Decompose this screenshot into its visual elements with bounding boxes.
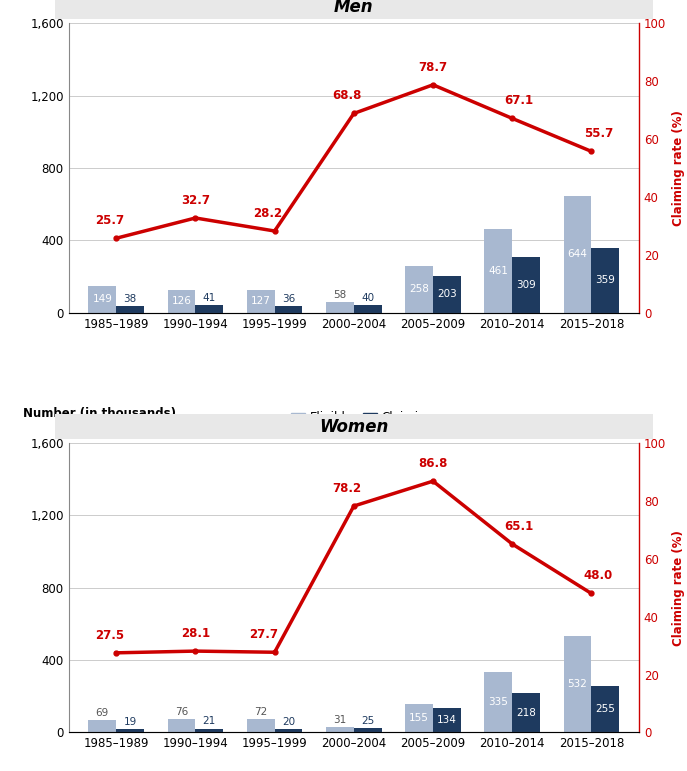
Bar xyxy=(326,302,354,313)
Bar xyxy=(405,266,433,313)
Text: 41: 41 xyxy=(203,293,216,303)
Bar xyxy=(247,719,275,732)
Text: 134: 134 xyxy=(437,715,457,726)
Bar xyxy=(513,693,540,732)
Bar xyxy=(354,305,381,313)
Y-axis label: Claiming rate (%): Claiming rate (%) xyxy=(672,530,684,645)
Bar xyxy=(247,290,275,313)
Bar xyxy=(513,257,540,313)
Text: 28.1: 28.1 xyxy=(181,627,210,640)
Text: 38: 38 xyxy=(124,294,137,304)
Bar xyxy=(484,229,513,313)
Text: 32.7: 32.7 xyxy=(181,194,210,207)
Text: 78.2: 78.2 xyxy=(333,482,361,495)
Bar xyxy=(592,686,619,732)
Text: 40: 40 xyxy=(361,293,374,303)
Bar xyxy=(116,306,144,313)
Text: Number (in thousands): Number (in thousands) xyxy=(23,407,176,419)
Text: 68.8: 68.8 xyxy=(333,89,361,103)
Text: 27.7: 27.7 xyxy=(249,628,278,641)
Bar xyxy=(168,719,195,732)
Bar xyxy=(405,705,433,732)
Text: 335: 335 xyxy=(488,697,508,707)
Text: 20: 20 xyxy=(282,717,295,726)
Text: 69: 69 xyxy=(95,708,109,718)
Text: 218: 218 xyxy=(516,708,536,718)
Text: 28.2: 28.2 xyxy=(253,207,282,220)
Text: 359: 359 xyxy=(596,275,615,285)
Bar xyxy=(354,728,381,732)
Text: 127: 127 xyxy=(251,296,271,306)
Text: 55.7: 55.7 xyxy=(584,127,613,140)
Bar xyxy=(89,286,116,313)
Bar xyxy=(484,672,513,732)
Text: 155: 155 xyxy=(409,713,429,723)
Text: 65.1: 65.1 xyxy=(504,520,534,533)
Text: 86.8: 86.8 xyxy=(418,457,448,470)
Legend: Eligible, Claiming: Eligible, Claiming xyxy=(291,0,433,5)
Text: 67.1: 67.1 xyxy=(504,94,534,107)
Text: 72: 72 xyxy=(254,707,267,717)
Text: 203: 203 xyxy=(437,289,457,299)
Legend: Eligible, Claiming: Eligible, Claiming xyxy=(291,411,433,424)
Text: 19: 19 xyxy=(124,717,137,727)
Text: Women: Women xyxy=(319,418,388,436)
Text: 21: 21 xyxy=(203,716,216,726)
Bar xyxy=(116,729,144,732)
Bar xyxy=(89,720,116,732)
Bar xyxy=(563,636,592,732)
Text: 461: 461 xyxy=(488,266,508,276)
Text: 126: 126 xyxy=(172,296,192,306)
Text: 255: 255 xyxy=(596,705,615,715)
Text: 27.5: 27.5 xyxy=(95,628,124,641)
Bar xyxy=(433,276,461,313)
Text: 309: 309 xyxy=(516,280,536,290)
Bar xyxy=(433,709,461,732)
Text: Men: Men xyxy=(334,0,374,16)
Text: 25: 25 xyxy=(361,715,374,726)
Text: 48.0: 48.0 xyxy=(584,569,613,582)
Text: 76: 76 xyxy=(175,706,188,716)
Bar xyxy=(326,727,354,732)
Bar xyxy=(168,290,195,313)
Text: 36: 36 xyxy=(282,294,295,304)
Text: 532: 532 xyxy=(567,679,587,689)
Text: 149: 149 xyxy=(93,295,112,305)
Bar xyxy=(195,729,223,732)
Bar xyxy=(592,247,619,313)
Text: 25.7: 25.7 xyxy=(95,214,124,227)
Text: 258: 258 xyxy=(409,284,429,295)
Bar xyxy=(195,305,223,313)
Text: 78.7: 78.7 xyxy=(418,61,447,74)
Bar xyxy=(563,196,592,313)
Bar xyxy=(275,306,302,313)
Y-axis label: Claiming rate (%): Claiming rate (%) xyxy=(672,110,684,226)
Text: 31: 31 xyxy=(333,715,346,725)
Bar xyxy=(275,729,302,732)
Text: 644: 644 xyxy=(567,249,587,259)
Text: 58: 58 xyxy=(333,290,346,300)
